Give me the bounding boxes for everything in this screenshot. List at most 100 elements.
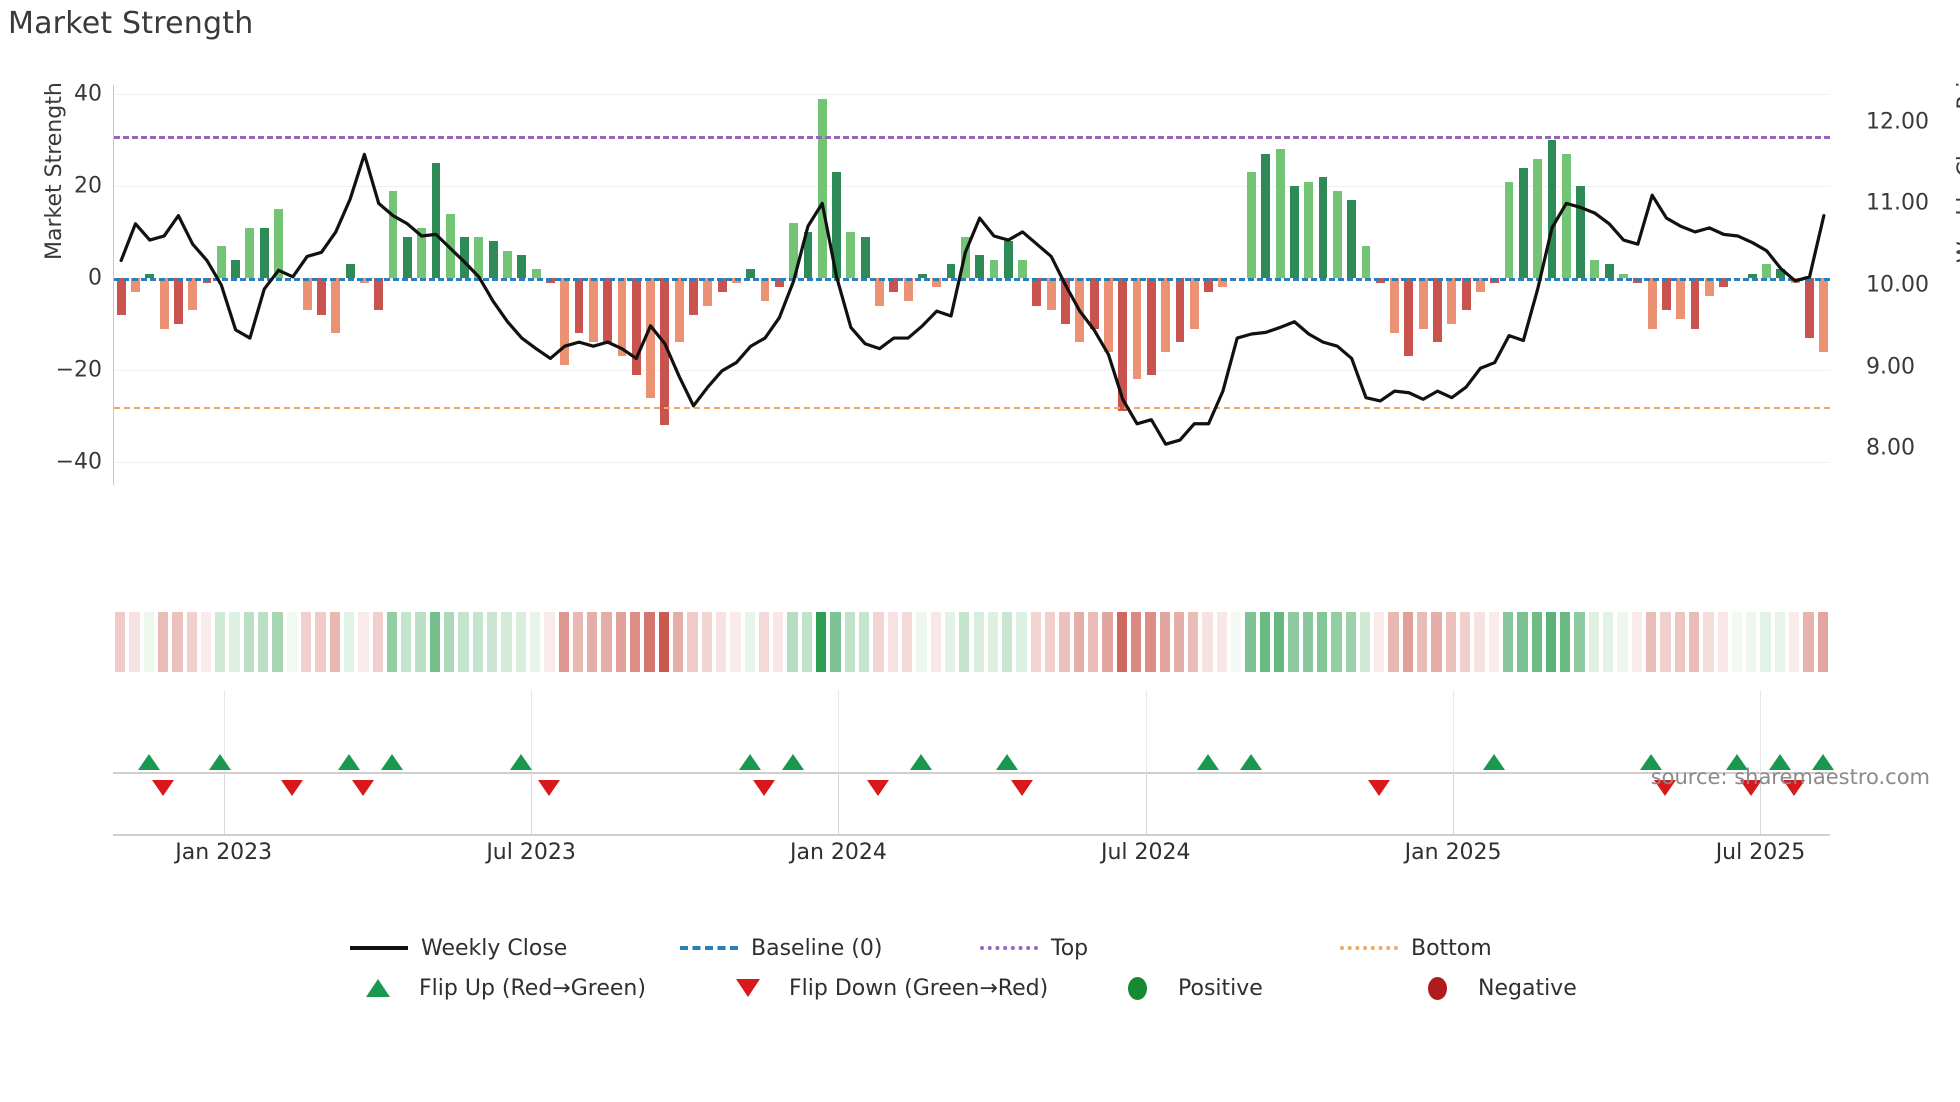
legend-item-flip-down[interactable]: Flip Down (Green→Red)	[720, 976, 1110, 1001]
heat-cell	[859, 612, 870, 672]
heat-cell	[1674, 612, 1685, 672]
heat-cell	[215, 612, 226, 672]
flip-up-marker[interactable]	[738, 754, 761, 770]
heat-cell	[1316, 612, 1328, 672]
flip-down-marker[interactable]	[1654, 780, 1677, 796]
flip-up-marker[interactable]	[1811, 754, 1834, 770]
bar	[274, 209, 283, 279]
heat-cell	[143, 612, 154, 672]
heat-cell	[315, 612, 326, 672]
bar	[1461, 278, 1471, 311]
heat-cell	[587, 612, 598, 672]
gridline	[114, 94, 1830, 96]
flip-up-marker[interactable]	[781, 754, 804, 770]
bar	[1576, 186, 1586, 279]
heat-cell	[601, 612, 612, 672]
heat-cell	[1087, 612, 1099, 672]
flip-up-marker[interactable]	[1768, 754, 1791, 770]
heat-cell	[1159, 612, 1170, 672]
heat-cell	[1560, 612, 1571, 672]
heat-cell	[243, 612, 255, 672]
bar	[674, 278, 684, 343]
bar	[917, 273, 927, 279]
legend-item-baseline[interactable]: Baseline (0)	[680, 936, 980, 961]
bar	[646, 278, 655, 398]
legend-item-negative[interactable]: Negative	[1410, 976, 1577, 1001]
bar	[1032, 278, 1042, 306]
flip-down-marker[interactable]	[152, 780, 175, 796]
heat-cell	[1574, 612, 1585, 672]
heat-cell	[1116, 612, 1127, 672]
heat-cell	[401, 612, 412, 672]
flip-up-marker[interactable]	[137, 754, 160, 770]
legend-item-flip-up[interactable]: Flip Up (Red→Green)	[350, 976, 720, 1001]
flip-down-marker[interactable]	[1010, 780, 1033, 796]
bar	[445, 213, 455, 279]
flip-up-marker[interactable]	[338, 754, 361, 770]
legend-label: Negative	[1478, 975, 1577, 1001]
heat-cell	[973, 612, 984, 672]
bar	[774, 278, 784, 288]
heat-cell	[372, 612, 383, 672]
heat-cell	[301, 612, 312, 672]
heat-cell	[1002, 612, 1013, 672]
bar	[846, 232, 856, 279]
flip-down-marker[interactable]	[538, 780, 561, 796]
bar	[116, 278, 126, 315]
flip-up-marker[interactable]	[996, 754, 1019, 770]
x-axis-tick-label: Jan 2023	[175, 840, 273, 865]
heat-cell	[1631, 612, 1642, 672]
y-axis-right-tick: 8.00	[1866, 435, 1915, 461]
dotted-line-orange-icon	[1340, 946, 1398, 950]
x-axis-tick-label: Jan 2024	[789, 840, 887, 865]
x-axis-tick-mark	[838, 772, 840, 834]
heat-cell	[1030, 612, 1042, 672]
flip-down-marker[interactable]	[1783, 780, 1806, 796]
bar	[1347, 199, 1357, 279]
flip-up-marker[interactable]	[1196, 754, 1219, 770]
heat-cell	[1459, 612, 1471, 672]
heat-cell	[1130, 612, 1142, 672]
flip-down-marker[interactable]	[753, 780, 776, 796]
flip-down-marker[interactable]	[1368, 780, 1391, 796]
flip-up-marker[interactable]	[910, 754, 933, 770]
flip-down-marker[interactable]	[867, 780, 890, 796]
bar	[1118, 278, 1128, 412]
flip-up-marker[interactable]	[209, 754, 232, 770]
bar	[331, 278, 341, 334]
x-axis-baseline	[113, 834, 1830, 836]
flip-down-marker[interactable]	[1740, 780, 1763, 796]
legend-item-weekly-close[interactable]: Weekly Close	[350, 936, 680, 961]
triangle-up-icon	[366, 979, 390, 997]
reference-line-baseline	[114, 278, 1830, 282]
legend-item-bottom[interactable]: Bottom	[1340, 936, 1492, 961]
source-attribution: source: sharemaestro.com	[1650, 765, 1930, 789]
bar	[1404, 278, 1414, 357]
legend-item-top[interactable]: Top	[980, 936, 1340, 961]
bar	[1704, 278, 1714, 297]
heat-cell	[515, 612, 526, 672]
bar	[388, 190, 398, 279]
legend-item-positive[interactable]: Positive	[1110, 976, 1410, 1001]
flip-up-marker[interactable]	[509, 754, 532, 770]
bar	[617, 278, 627, 357]
y-axis-right-tick: 12.00	[1866, 109, 1929, 135]
flip-down-marker[interactable]	[352, 780, 375, 796]
flip-up-marker[interactable]	[1482, 754, 1505, 770]
heat-cell	[1073, 612, 1084, 672]
heat-cell	[472, 612, 483, 672]
heat-cell	[1474, 612, 1485, 672]
chart-legend: Weekly Close Baseline (0) Top Bottom Fli…	[350, 928, 1650, 1008]
flip-up-marker[interactable]	[1725, 754, 1748, 770]
flip-up-marker[interactable]	[381, 754, 403, 770]
bar	[488, 241, 498, 279]
bar	[1590, 259, 1600, 279]
legend-label: Bottom	[1411, 935, 1492, 961]
flip-up-marker[interactable]	[1239, 754, 1262, 770]
flip-down-marker[interactable]	[280, 780, 303, 796]
gridline	[114, 186, 1830, 188]
flip-up-marker[interactable]	[1640, 754, 1663, 770]
bar	[159, 278, 169, 329]
heat-cell	[1059, 612, 1070, 672]
